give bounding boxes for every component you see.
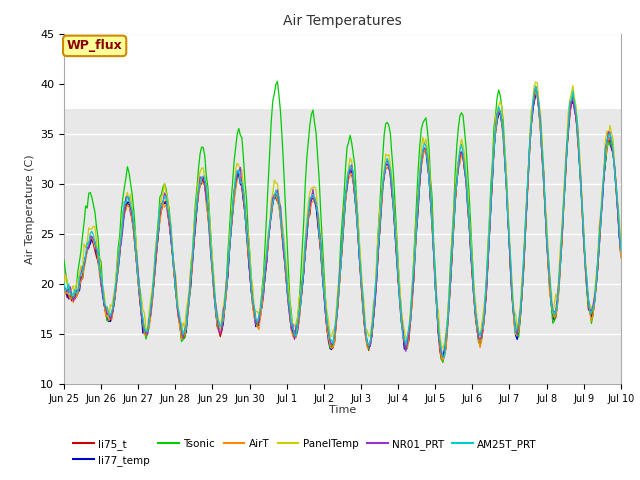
Title: Air Temperatures: Air Temperatures xyxy=(283,14,402,28)
Text: WP_flux: WP_flux xyxy=(67,39,122,52)
Y-axis label: Air Temperature (C): Air Temperature (C) xyxy=(24,154,35,264)
Bar xyxy=(64,108,621,384)
X-axis label: Time: Time xyxy=(329,405,356,415)
Legend: li75_t, li77_temp, Tsonic, AirT, PanelTemp, NR01_PRT, AM25T_PRT: li75_t, li77_temp, Tsonic, AirT, PanelTe… xyxy=(69,435,541,470)
